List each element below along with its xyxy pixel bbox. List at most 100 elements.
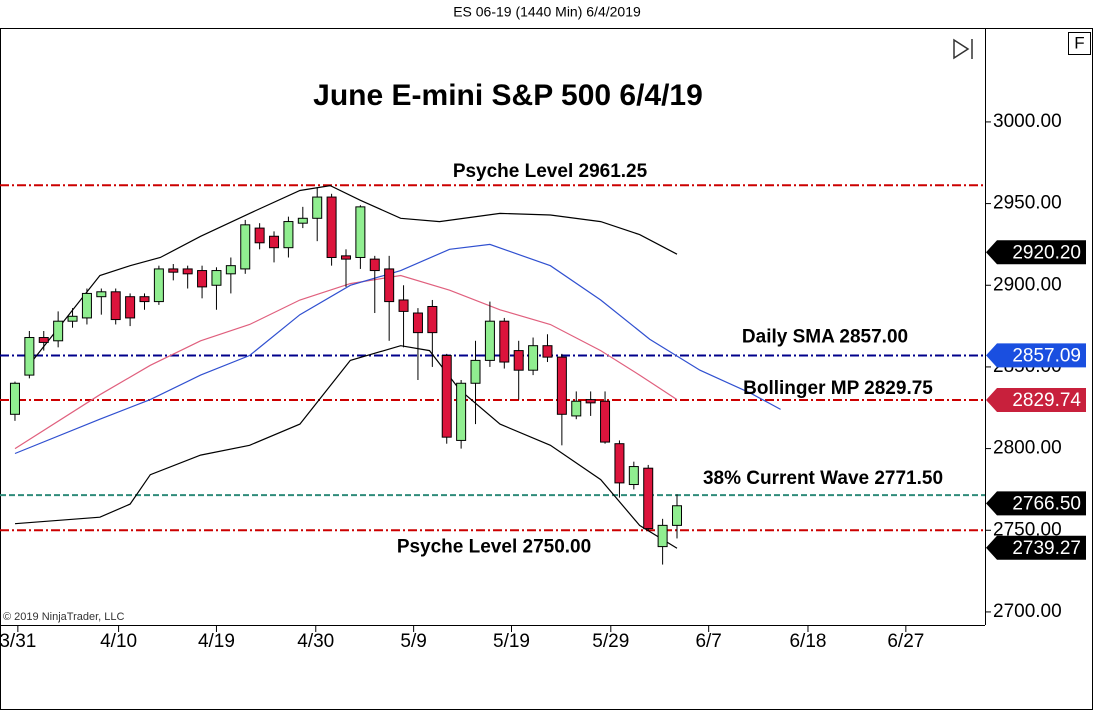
candle [600, 391, 611, 444]
scroll-icon[interactable] [953, 38, 973, 60]
candle-body [67, 315, 78, 322]
candle [53, 311, 64, 348]
candle [211, 267, 222, 310]
candle [484, 301, 495, 367]
candle [168, 264, 179, 281]
x-tick-label: 4/30 [297, 631, 334, 652]
frame [0, 28, 1093, 710]
candle [182, 265, 193, 289]
candle-body [326, 196, 337, 258]
x-tick-label: 6/18 [789, 631, 826, 652]
candle-body [398, 299, 409, 312]
candle [67, 308, 78, 328]
level-label: Psyche Level 2961.25 [453, 161, 648, 182]
candle-body [542, 345, 553, 358]
price-marker [986, 491, 1086, 516]
candle-body [643, 467, 654, 530]
x-tick-label: 4/10 [100, 631, 137, 652]
candle [571, 391, 582, 420]
candle-body [571, 400, 582, 417]
candle-body [53, 320, 64, 342]
price-marker-label: 2739.27 [1012, 538, 1081, 559]
f-button-label[interactable]: F [1074, 33, 1084, 52]
candle-body [499, 320, 510, 363]
price-marker [986, 535, 1086, 560]
candle-body [528, 345, 539, 371]
candle-body [168, 268, 179, 273]
y-tick-label: 2700.00 [993, 601, 1062, 622]
level-label: 38% Current Wave 2771.50 [703, 468, 943, 489]
candle-body [427, 305, 438, 334]
candle-body [369, 258, 380, 272]
plot-area [0, 184, 985, 565]
candle [542, 334, 553, 363]
candle-body [240, 224, 251, 270]
level-label: Daily SMA 2857.00 [742, 327, 908, 348]
indicator-line [24, 184, 678, 371]
price-marker-label: 2920.20 [1012, 242, 1081, 263]
candle [628, 461, 639, 490]
candle-body [672, 505, 683, 526]
candle [340, 249, 351, 287]
candle [139, 293, 150, 310]
y-tick-label: 3000.00 [993, 111, 1062, 132]
candle [672, 494, 683, 539]
candle [355, 205, 366, 269]
x-tick-label: 4/19 [198, 631, 235, 652]
level-label: Bollinger MP 2829.75 [743, 378, 933, 399]
f-button[interactable] [1068, 32, 1091, 55]
x-tick-label: 5/19 [493, 631, 530, 652]
candle-body [412, 312, 423, 334]
candle [398, 285, 409, 348]
candle-body [110, 291, 121, 321]
price-marker [986, 240, 1086, 265]
candle [38, 330, 49, 351]
y-tick-label: 2900.00 [993, 274, 1062, 295]
copyright: © 2019 NinjaTrader, LLC [3, 611, 124, 623]
candle [614, 440, 625, 498]
candle [369, 255, 380, 314]
candle-body [556, 356, 567, 415]
x-tick-label: 3/31 [0, 631, 36, 652]
candle [9, 381, 20, 421]
candle-body [456, 382, 467, 441]
candle [513, 340, 524, 400]
candle-body [297, 217, 308, 224]
candle-body [125, 296, 136, 319]
candle-body [81, 292, 92, 319]
candle-body [340, 255, 351, 260]
candle-body [355, 206, 366, 258]
price-marker-label: 2766.50 [1012, 493, 1081, 514]
candle-body [197, 270, 208, 288]
candle-body [254, 227, 265, 244]
candle-body [312, 196, 323, 219]
x-tick-label: 5/9 [400, 631, 426, 652]
candle [412, 308, 423, 380]
candle [326, 193, 337, 266]
header: ES 06-19 (1440 Min) 6/4/2019 [453, 4, 641, 20]
candle [556, 353, 567, 446]
play-icon[interactable] [953, 38, 970, 60]
candle-body [484, 320, 495, 361]
candle [528, 337, 539, 376]
chart-title: June E-mini S&P 500 6/4/19 [313, 79, 703, 112]
y-tick-label: 2800.00 [993, 438, 1062, 459]
candle-body [9, 382, 20, 415]
candle-body [441, 354, 452, 438]
candle-body [38, 337, 49, 343]
candle [643, 464, 654, 531]
level-label: Psyche Level 2750.00 [397, 536, 591, 557]
candle [384, 255, 395, 341]
candle-body [628, 466, 639, 486]
candle-body [211, 270, 222, 286]
candle-body [24, 337, 35, 376]
candle-body [470, 359, 481, 384]
candle-body [614, 443, 625, 484]
candle [297, 206, 308, 229]
candle [81, 288, 92, 325]
price-marker-label: 2829.74 [1012, 390, 1081, 411]
candle-body [225, 265, 236, 275]
candle [427, 299, 438, 367]
price-marker [986, 388, 1086, 413]
